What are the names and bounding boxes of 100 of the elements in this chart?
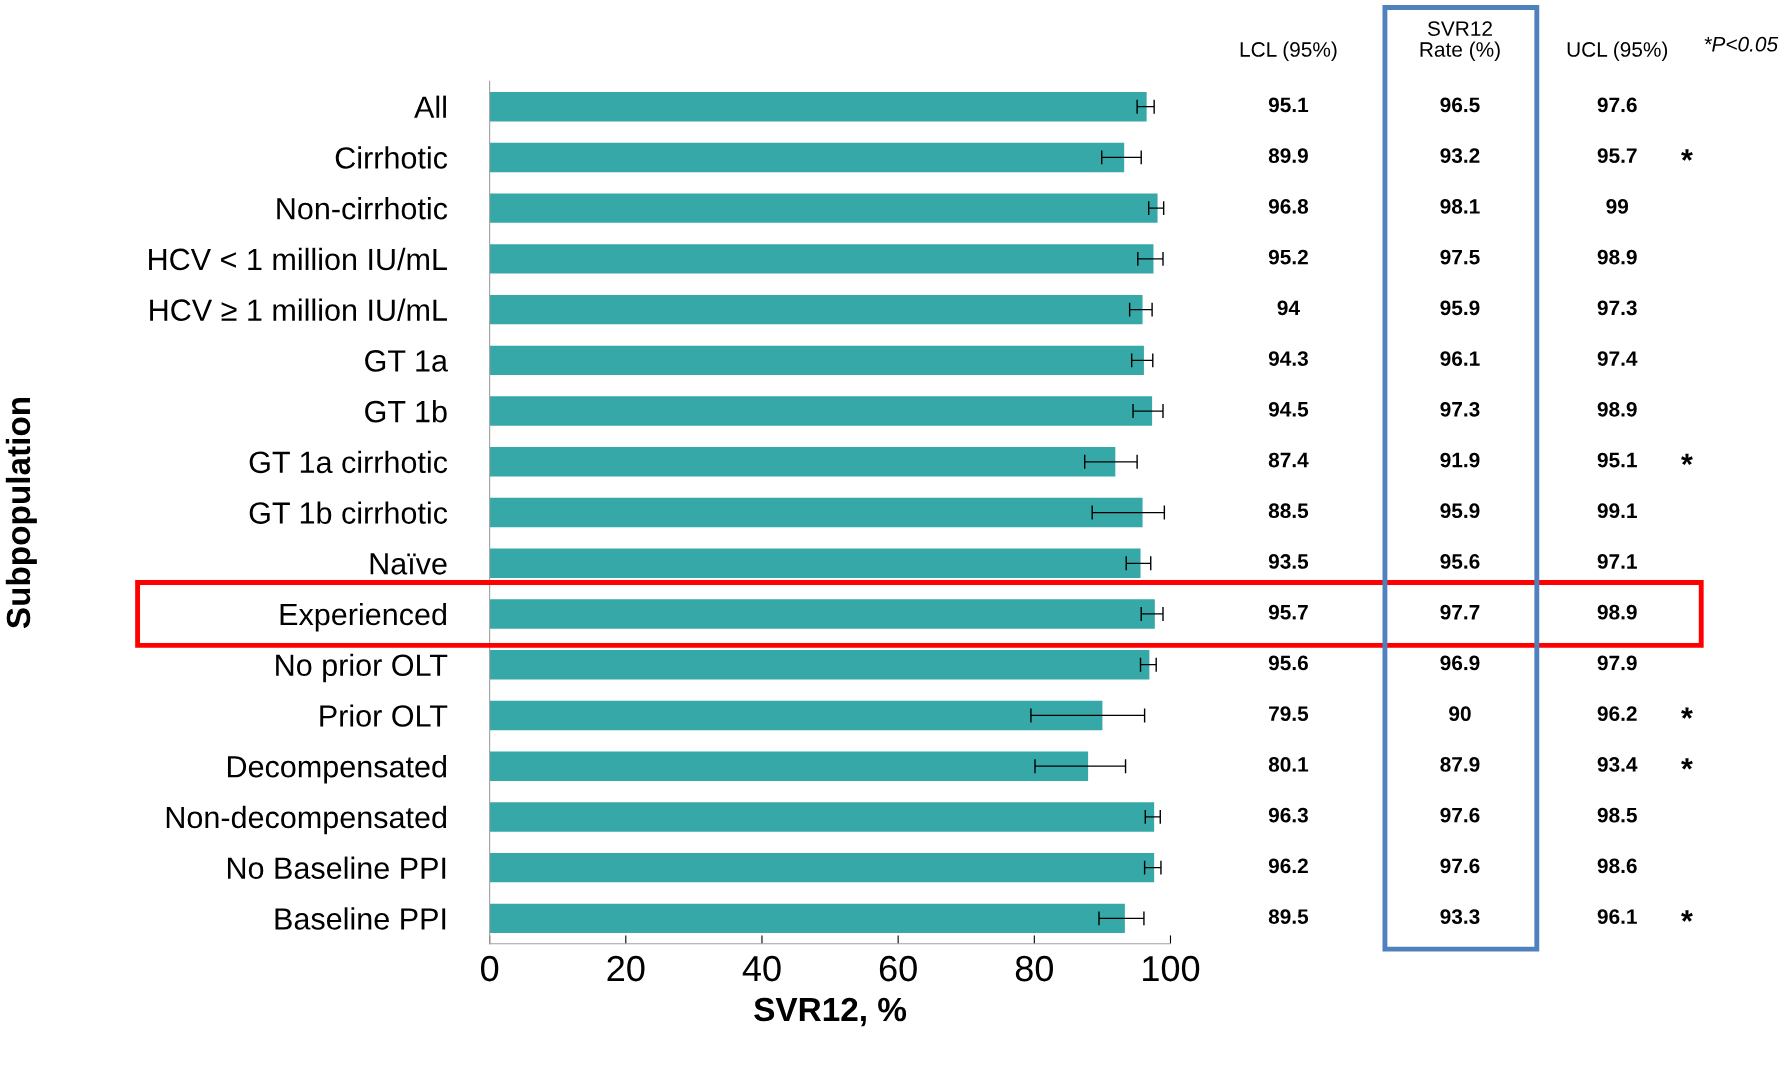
text: 97.9 — [1597, 655, 1637, 671]
y-tick-label: HCV < 1 million IU/mL — [149, 247, 447, 271]
y-tick-label: All — [414, 95, 446, 118]
text: 98.9 — [1597, 249, 1637, 265]
text: 97.6 — [1440, 858, 1480, 874]
y-tick-label: Naïve — [370, 553, 447, 575]
text: 95.1 — [1268, 97, 1309, 113]
y-tick-label: No prior OLT — [276, 653, 448, 683]
text: 80.1 — [1268, 757, 1309, 772]
text: 87.4 — [1268, 452, 1309, 468]
bar — [489, 244, 1154, 274]
text: *P<0.05 — [1704, 36, 1779, 52]
text: 95.9 — [1440, 300, 1480, 316]
text: LCL (95%) — [1240, 41, 1337, 61]
y-tick-label: Cirrhotic — [335, 146, 448, 169]
text: 95.1 — [1597, 452, 1637, 468]
text: 97.7 — [1440, 604, 1480, 620]
text: 89.5 — [1268, 909, 1309, 924]
bar — [489, 548, 1141, 578]
text: * — [1681, 453, 1693, 466]
x-tick-label: 80 — [1015, 955, 1053, 982]
text: 98.9 — [1597, 604, 1637, 620]
text: UCL (95%) — [1567, 41, 1668, 61]
y-tick-label: GT 1b cirrhotic — [249, 501, 448, 524]
bar — [489, 447, 1116, 477]
text: 93.4 — [1597, 757, 1638, 772]
y-tick-label: Non-decompensated — [166, 805, 447, 835]
x-tick-label: 40 — [742, 955, 781, 982]
bar — [489, 802, 1155, 832]
text: 89.9 — [1268, 148, 1308, 164]
text: 96.2 — [1268, 858, 1308, 874]
text: * — [1681, 758, 1693, 770]
text: 95.7 — [1268, 604, 1308, 620]
text: 88.5 — [1268, 503, 1309, 519]
text: 95.9 — [1440, 503, 1480, 519]
text: 97.3 — [1597, 300, 1637, 316]
text: 95.7 — [1597, 148, 1637, 164]
text: 96.8 — [1268, 198, 1309, 214]
text: 95.6 — [1440, 554, 1480, 569]
y-tick-label: GT 1a — [365, 350, 448, 372]
text: 98.1 — [1440, 198, 1480, 214]
y-tick-label: No Baseline PPI — [227, 856, 446, 880]
bar — [489, 650, 1150, 680]
text: 95.6 — [1268, 655, 1308, 671]
bar — [489, 193, 1158, 223]
text: 93.2 — [1440, 148, 1480, 164]
x-tick-label: 20 — [607, 955, 645, 982]
text: * — [1681, 910, 1693, 922]
text: 96.5 — [1440, 97, 1480, 113]
x-tick-label: 0 — [481, 955, 499, 982]
y-tick-label: GT 1a cirrhotic — [249, 450, 448, 474]
text: 94 — [1277, 300, 1300, 316]
text: 96.1 — [1597, 909, 1637, 924]
text: 94.3 — [1268, 351, 1308, 366]
text: 94.5 — [1268, 401, 1309, 417]
bar — [489, 396, 1153, 426]
bar — [489, 497, 1143, 528]
x-tick-label: 60 — [879, 955, 917, 982]
bar — [489, 751, 1089, 781]
bar — [489, 903, 1125, 934]
text: 87.9 — [1440, 757, 1480, 772]
text: 96.2 — [1597, 706, 1637, 722]
bar — [489, 599, 1155, 629]
text: 91.9 — [1440, 452, 1480, 468]
y-tick-label: Non-cirrhotic — [277, 197, 448, 220]
text: 96.1 — [1440, 351, 1480, 366]
text: 90 — [1449, 706, 1471, 722]
text: 97.5 — [1440, 249, 1480, 265]
text: 99.1 — [1597, 503, 1637, 519]
text: SVR12 Rate (%) — [1420, 21, 1500, 61]
y-tick-label: Prior OLT — [320, 704, 448, 727]
bar — [489, 345, 1144, 376]
y-tick-label: Decompensated — [227, 755, 447, 784]
y-tick-label: Baseline PPI — [275, 907, 446, 930]
text: 98.9 — [1597, 401, 1637, 417]
text: 97.1 — [1597, 554, 1637, 569]
text: 93.5 — [1268, 554, 1309, 569]
bar — [489, 91, 1147, 122]
bar — [489, 852, 1155, 883]
text: 96.9 — [1440, 655, 1480, 671]
text: 97.6 — [1597, 97, 1637, 113]
text: 98.5 — [1597, 807, 1637, 823]
y-tick-label: Experienced — [280, 602, 447, 632]
text: * — [1681, 707, 1693, 719]
bar — [489, 142, 1125, 173]
text: 97.6 — [1440, 807, 1480, 823]
bar — [489, 294, 1143, 325]
text: 99 — [1606, 198, 1629, 214]
y-tick-label: GT 1b — [365, 400, 447, 423]
x-axis-title: SVR12, % — [754, 997, 907, 1027]
y-axis-title: Subpopulation — [5, 397, 37, 629]
text: 96.3 — [1268, 807, 1308, 823]
text: 98.6 — [1597, 858, 1637, 874]
text: 97.4 — [1597, 351, 1638, 366]
text: 95.2 — [1268, 249, 1308, 265]
y-tick-label: HCV ≥ 1 million IU/mL — [150, 298, 447, 321]
x-tick-label: 100 — [1143, 955, 1200, 982]
text: 97.3 — [1440, 401, 1480, 417]
bar — [489, 700, 1103, 731]
text: * — [1681, 149, 1693, 161]
